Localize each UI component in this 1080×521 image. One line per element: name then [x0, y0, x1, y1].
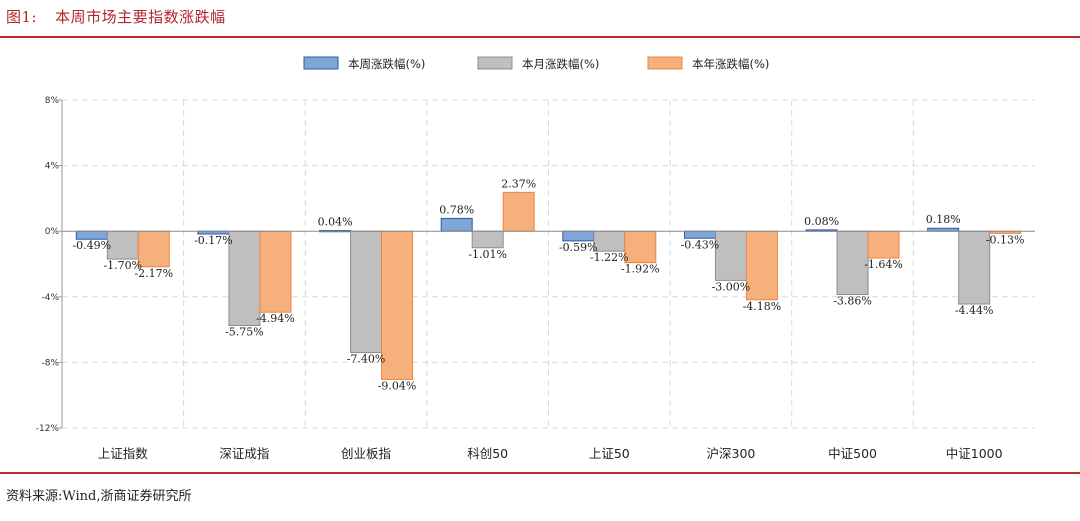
- legend-swatch-weekly: [303, 56, 339, 70]
- x-tick-label: 上证指数: [98, 446, 149, 461]
- data-label-monthly: -4.44%: [955, 304, 994, 317]
- data-label-monthly: -7.40%: [347, 353, 386, 366]
- bar-monthly: [836, 230, 869, 296]
- chart-grid: [62, 99, 1035, 429]
- x-axis-labels: 上证指数 深证成指 创业板指 科创50 上证50 沪深300 中证500 中证1000: [98, 446, 1003, 461]
- x-tick-label: 创业板指: [341, 446, 391, 461]
- bar-yearly: [137, 230, 170, 268]
- data-label-weekly: 0.08%: [804, 215, 839, 228]
- bar-monthly: [106, 230, 139, 260]
- figure-title-text: 本周市场主要指数涨跌幅: [55, 8, 226, 26]
- y-tick-label: -4%: [41, 293, 59, 303]
- x-tick-label: 沪深300: [707, 446, 756, 461]
- figure-number: 图1:: [6, 8, 38, 26]
- data-label-yearly: -2.17%: [134, 267, 173, 280]
- data-label-weekly: 0.04%: [318, 216, 353, 229]
- bar-chart: 本周涨跌幅(%) 本月涨跌幅(%) 本年涨跌幅(%) 8% 4% 0% -4% -8% -12…: [36, 56, 1035, 461]
- bar-monthly: [958, 230, 991, 305]
- data-label-yearly: -0.13%: [986, 233, 1025, 246]
- bar-weekly: [75, 230, 108, 240]
- x-tick-label: 上证50: [589, 446, 630, 461]
- data-label-weekly: -0.59%: [559, 241, 598, 254]
- y-tick-label: -8%: [41, 358, 59, 368]
- bar-yearly: [745, 230, 778, 301]
- bar-yearly: [624, 230, 657, 264]
- data-label-monthly: -1.22%: [590, 251, 629, 264]
- data-label-monthly: -3.00%: [712, 280, 751, 293]
- legend-label-monthly: 本月涨跌幅(%): [522, 57, 599, 71]
- data-label-weekly: 0.18%: [926, 213, 961, 226]
- bar-yearly: [381, 230, 414, 380]
- bar-weekly: [683, 230, 716, 239]
- bar-weekly: [562, 230, 595, 242]
- y-tick-label: 0%: [45, 227, 60, 237]
- y-tick-label: -12%: [36, 424, 60, 434]
- data-label-yearly: -9.04%: [378, 379, 417, 392]
- legend-swatch-yearly: [647, 56, 683, 70]
- data-label-yearly: 2.37%: [501, 177, 536, 190]
- bar-yearly: [259, 230, 292, 313]
- bottom-rule: [0, 472, 1080, 474]
- data-label-monthly: -1.70%: [103, 259, 142, 272]
- bar-monthly: [471, 230, 504, 249]
- y-tick-label: 4%: [45, 162, 60, 172]
- x-tick-label: 中证1000: [946, 446, 1003, 461]
- bar-yearly: [867, 230, 900, 259]
- bars: [75, 191, 1022, 380]
- legend-swatch-monthly: [477, 56, 513, 70]
- data-label-yearly: -1.64%: [864, 258, 903, 271]
- bar-yearly: [502, 191, 535, 232]
- data-label-yearly: -4.94%: [256, 312, 295, 325]
- data-label-monthly: -5.75%: [225, 326, 264, 339]
- x-tick-label: 深证成指: [219, 446, 269, 461]
- data-label-weekly: -0.43%: [681, 238, 720, 251]
- x-tick-label: 中证500: [828, 446, 877, 461]
- legend-label-yearly: 本年涨跌幅(%): [692, 57, 769, 71]
- data-label-weekly: -0.17%: [194, 234, 233, 247]
- bar-monthly: [593, 230, 626, 252]
- x-tick-label: 科创50: [467, 446, 508, 461]
- data-label-weekly: -0.49%: [72, 239, 111, 252]
- legend-label-weekly: 本周涨跌幅(%): [348, 57, 425, 71]
- y-tick-label: 8%: [45, 96, 60, 106]
- data-label-monthly: -1.01%: [468, 248, 507, 261]
- chart-legend: 本周涨跌幅(%) 本月涨跌幅(%) 本年涨跌幅(%): [303, 56, 769, 71]
- bar-monthly: [350, 230, 383, 354]
- data-label-monthly: -3.86%: [833, 295, 872, 308]
- bar-monthly: [714, 230, 747, 281]
- y-axis: 8% 4% 0% -4% -8% -12%: [36, 96, 63, 434]
- bar-weekly: [440, 217, 473, 232]
- value-labels: -0.49% -1.70%-2.17% -0.17% -5.75%-4.94% 0.04…: [72, 177, 1024, 392]
- data-label-yearly: -1.92%: [621, 263, 660, 276]
- top-rule: [0, 36, 1080, 38]
- data-label-yearly: -4.18%: [743, 300, 782, 313]
- data-label-weekly: 0.78%: [439, 203, 474, 216]
- source-note: 资料来源:Wind,浙商证券研究所: [6, 489, 192, 504]
- figure-title: 图1: 本周市场主要指数涨跌幅: [6, 6, 226, 27]
